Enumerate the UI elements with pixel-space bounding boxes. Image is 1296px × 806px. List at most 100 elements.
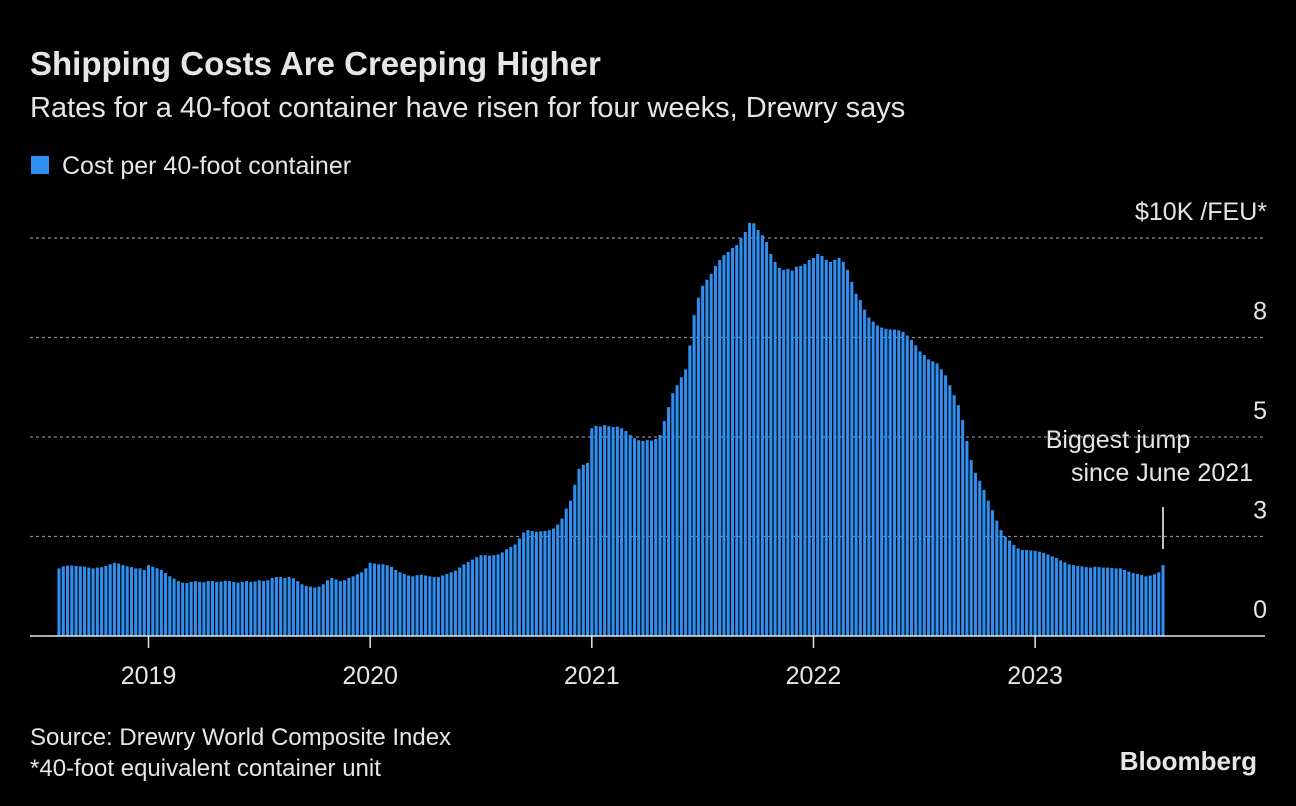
bar [449,572,453,636]
bar [756,230,760,637]
bar [168,576,172,636]
bar [458,567,462,636]
bar [1131,573,1135,636]
bar [415,575,419,636]
bar [722,255,726,636]
bar [603,425,607,636]
bar [713,265,717,636]
x-tick-label: 2023 [1007,662,1063,690]
bar [91,568,95,636]
bar [61,566,65,636]
bar [112,562,116,636]
bar [266,580,270,636]
bar [74,565,78,636]
bar [884,328,888,636]
bar [483,555,487,636]
bar [202,582,206,636]
bar [249,581,253,636]
bar [863,309,867,636]
bar [436,577,440,636]
bar [253,581,257,636]
bar [500,552,504,636]
legend-label: Cost per 40-foot container [62,152,351,180]
bar [1089,567,1093,636]
bar [765,241,769,637]
bar [138,568,142,636]
bar [931,361,935,636]
bar [262,581,266,636]
bar [134,568,138,636]
bar [338,581,342,636]
bar [189,581,193,636]
bar [850,281,854,636]
bar [1123,569,1127,636]
source: Source: Drewry World Composite Index [30,724,451,751]
bar [236,582,240,636]
bar [701,285,705,636]
bar [1097,567,1101,636]
bar [632,438,636,636]
bar [83,566,87,636]
bar [752,223,756,637]
bar [675,385,679,636]
bar [547,530,551,636]
bar [355,574,359,636]
bar [577,468,581,636]
bar [441,575,445,636]
bar [568,500,573,636]
bar [240,581,244,636]
bar [117,563,121,636]
bar [965,440,969,636]
bar [1148,575,1152,636]
bar [78,566,82,636]
bar [982,489,986,636]
bar [411,576,415,636]
bar [1020,550,1024,636]
bar [773,261,777,636]
bar [590,428,594,636]
bar [871,321,875,636]
bar [939,369,943,636]
bar [479,555,483,636]
bar [1093,566,1097,636]
bar [172,578,176,636]
bar [539,531,543,636]
bar [624,431,628,636]
bar [530,530,534,636]
bar [470,559,475,636]
bar [372,563,376,636]
bar [95,567,99,636]
bar [475,557,479,636]
bar [1161,565,1165,636]
bar [466,561,470,636]
y-tick-label: 3 [1253,497,1267,525]
bar [287,577,291,636]
bar [1050,556,1054,636]
bar [824,259,828,636]
bar [948,385,952,636]
bar [419,574,423,636]
bar [1152,574,1157,636]
bar [999,530,1003,636]
bar [534,531,538,636]
bar [705,279,709,636]
bar [394,569,398,636]
bar [232,581,236,636]
bar [807,259,811,636]
bar [1140,575,1144,636]
bar [70,565,74,636]
bar [995,520,999,636]
bar [492,555,496,636]
bar [816,253,820,637]
bar [897,330,901,636]
bar [227,581,232,636]
bar [1037,551,1041,636]
bar [181,582,185,636]
bar [100,567,104,636]
bar [598,426,602,636]
bar [1071,565,1076,636]
bar [935,363,939,636]
x-tick-label: 2019 [121,662,177,690]
bar [969,460,973,636]
bar [104,565,108,636]
